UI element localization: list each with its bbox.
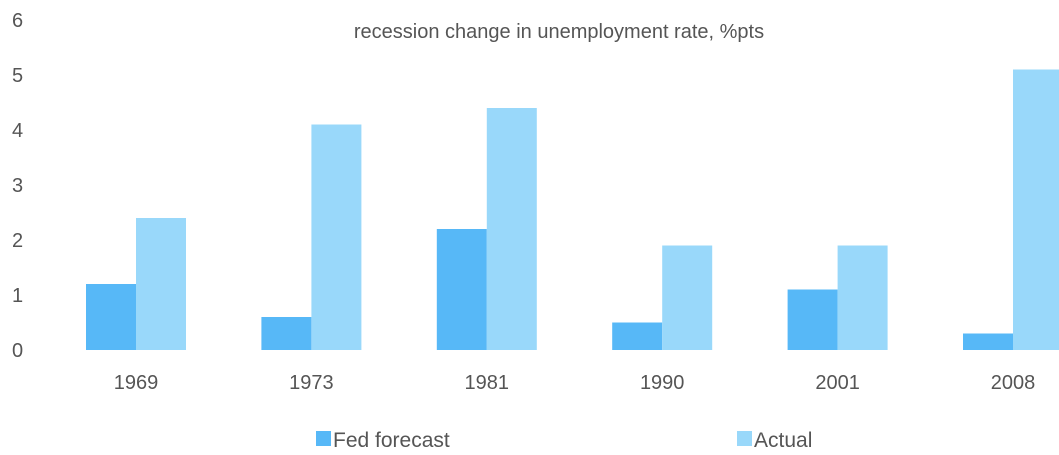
bar-fed-forecast-1973 [261,317,312,350]
y-tick-label: 2 [12,230,23,252]
legend: Fed forecast Actual [316,429,812,452]
bar-actual-1973 [311,124,362,350]
bar-actual-2001 [837,245,888,350]
bar-actual-1981 [486,108,537,350]
y-tick-label: 3 [12,175,23,197]
y-axis-ticks: 0 1 2 3 4 5 6 [12,10,23,362]
y-tick-label: 1 [12,285,23,307]
x-tick-label: 1990 [640,372,685,394]
x-tick-label: 1969 [114,372,159,394]
legend-swatch-actual [737,431,752,446]
bar-actual-1969 [136,218,186,350]
x-axis-ticks: 1969 1973 1981 1990 2001 2008 [114,372,1036,394]
x-tick-label: 1973 [289,372,334,394]
y-tick-label: 0 [12,340,23,362]
y-tick-label: 4 [12,120,23,142]
bar-actual-1990 [662,245,713,350]
y-tick-label: 6 [12,10,23,32]
bar-actual-2008 [1013,69,1059,350]
x-tick-label: 2001 [815,372,860,394]
bar-fed-forecast-2008 [963,333,1013,350]
x-tick-label: 2008 [991,372,1036,394]
bar-fed-forecast-1990 [612,322,663,350]
legend-label-actual: Actual [754,429,812,452]
bar-fed-forecast-1981 [436,229,487,350]
bar-fed-forecast-1969 [86,284,136,350]
chart-title: recession change in unemployment rate, %… [354,21,764,43]
y-tick-label: 5 [12,65,23,87]
x-tick-label: 1981 [465,372,510,394]
legend-swatch-fed-forecast [316,431,331,446]
bar-fed-forecast-2001 [787,289,838,350]
bars [86,69,1059,350]
legend-label-fed-forecast: Fed forecast [333,429,450,452]
